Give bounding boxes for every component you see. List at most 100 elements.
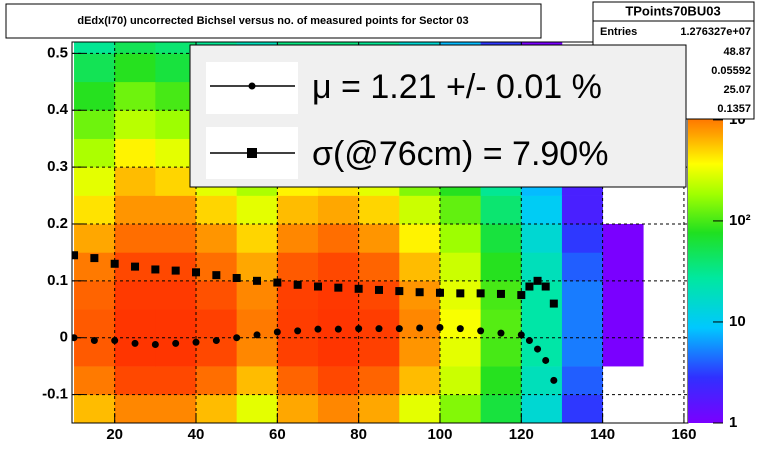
heat-cell <box>358 394 400 423</box>
heat-cell <box>114 366 156 395</box>
heat-cell <box>561 394 603 423</box>
marker <box>497 329 505 337</box>
heat-cell <box>561 337 603 367</box>
heat-cell <box>480 366 522 395</box>
heat-cell <box>74 309 115 339</box>
heat-cell <box>439 309 481 339</box>
heat-cell <box>521 309 563 339</box>
marker <box>375 325 383 333</box>
marker <box>415 288 424 297</box>
marker <box>72 251 79 260</box>
heat-cell <box>317 366 359 395</box>
heat-cell <box>358 309 400 339</box>
marker <box>395 325 403 333</box>
heat-cell <box>155 394 197 423</box>
heat-cell <box>480 394 522 423</box>
y-tick-label: 0.2 <box>47 215 68 232</box>
marker <box>232 273 241 282</box>
heat-cell <box>358 280 400 310</box>
heat-cell <box>399 394 441 423</box>
marker <box>171 266 180 275</box>
marker <box>354 284 363 293</box>
heat-cell <box>236 394 278 423</box>
heat-cell <box>114 280 156 310</box>
heat-cell <box>399 252 441 282</box>
heat-cell <box>196 195 237 225</box>
heat-cell <box>114 195 156 225</box>
heat-cell <box>155 42 197 54</box>
marker <box>314 325 322 333</box>
chart-title: dEdx(I70) uncorrected Bichsel versus no.… <box>77 15 468 27</box>
marker <box>496 289 505 298</box>
marker <box>456 289 465 298</box>
heat-cell <box>602 337 644 367</box>
marker <box>90 337 98 345</box>
marker <box>533 276 542 285</box>
z-tick-label: 10 <box>729 313 746 330</box>
heat-cell <box>561 280 603 310</box>
heat-cell <box>114 309 156 339</box>
heat-cell <box>74 394 115 423</box>
heat-cell <box>196 394 237 423</box>
heat-cell <box>196 309 237 339</box>
heat-cell <box>521 195 563 225</box>
marker <box>293 280 302 289</box>
marker <box>549 299 558 308</box>
heat-cell <box>480 252 522 282</box>
legend-label: μ = 1.21 +/- 0.01 % <box>312 68 602 106</box>
marker <box>131 262 140 271</box>
heat-cell <box>155 195 197 225</box>
heat-cell <box>155 167 197 196</box>
heat-cell <box>317 252 359 282</box>
heat-cell <box>277 195 319 225</box>
heat-cell <box>521 394 563 423</box>
marker <box>111 337 119 345</box>
stats-title: TPoints70BU03 <box>625 3 720 18</box>
x-tick-label: 60 <box>269 426 286 443</box>
heat-cell <box>74 53 115 83</box>
y-tick-label: 0.4 <box>47 101 69 118</box>
heat-cell <box>521 223 563 253</box>
heat-cell <box>196 366 237 395</box>
stats-value: 0.1357 <box>717 103 751 115</box>
heat-cell <box>602 280 644 310</box>
heat-cell <box>561 195 603 225</box>
x-tick-label: 160 <box>671 426 696 443</box>
marker <box>253 331 261 339</box>
heat-cell <box>561 252 603 282</box>
marker <box>334 325 342 333</box>
heat-cell <box>155 138 197 168</box>
marker <box>131 339 139 347</box>
heat-cell <box>74 42 115 54</box>
marker <box>436 323 444 331</box>
x-tick-label: 80 <box>350 426 367 443</box>
heat-cell <box>399 195 441 225</box>
heat-cell <box>277 366 319 395</box>
heat-cell <box>358 366 400 395</box>
heat-cell <box>439 366 481 395</box>
marker <box>294 327 302 335</box>
marker <box>456 325 464 333</box>
heat-cell <box>561 366 603 395</box>
heat-cell <box>155 110 197 139</box>
heat-cell <box>155 81 197 111</box>
heat-cell <box>74 366 115 395</box>
marker <box>542 356 550 364</box>
heat-cell <box>74 110 115 139</box>
heat-cell <box>155 366 197 395</box>
heat-cell <box>358 195 400 225</box>
stats-value: 0.05592 <box>711 65 751 77</box>
heat-cell <box>74 195 115 225</box>
heat-cell <box>74 280 115 310</box>
y-tick-label: 0.5 <box>47 44 68 61</box>
marker <box>192 338 200 346</box>
stats-value: 25.07 <box>723 84 751 96</box>
marker <box>435 288 444 297</box>
z-tick-label: 1 <box>729 414 737 431</box>
heat-cell <box>602 223 644 253</box>
marker <box>192 268 201 277</box>
heat-cell <box>114 138 156 168</box>
heat-cell <box>317 309 359 339</box>
x-tick-label: 20 <box>106 426 123 443</box>
heat-cell <box>561 223 603 253</box>
